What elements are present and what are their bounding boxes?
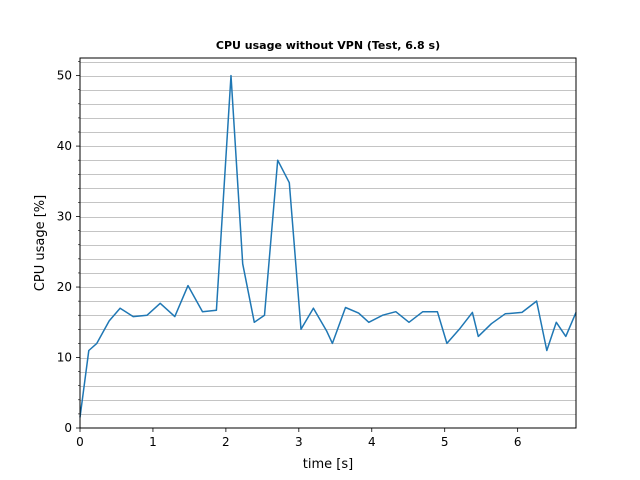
x-tick-label: 2 bbox=[222, 435, 230, 449]
y-tick-label: 30 bbox=[57, 210, 72, 224]
x-tick-label: 5 bbox=[441, 435, 449, 449]
x-tick-label: 6 bbox=[514, 435, 522, 449]
x-tick-label: 3 bbox=[295, 435, 303, 449]
y-tick-label: 40 bbox=[57, 139, 72, 153]
chart-title: CPU usage without VPN (Test, 6.8 s) bbox=[216, 39, 440, 52]
x-tick-label: 4 bbox=[368, 435, 376, 449]
x-tick-label: 0 bbox=[76, 435, 84, 449]
y-tick-label: 50 bbox=[57, 69, 72, 83]
x-axis: 0 1 2 3 4 5 6 bbox=[76, 428, 521, 449]
x-axis-label: time [s] bbox=[303, 457, 353, 472]
plot-frame bbox=[79, 57, 577, 429]
series-line bbox=[79, 74, 577, 418]
y-axis-label: CPU usage [%] bbox=[33, 195, 48, 291]
y-axis: 0 10 20 30 40 50 bbox=[57, 61, 80, 435]
grid-lines bbox=[80, 62, 576, 415]
y-tick-label: 20 bbox=[57, 280, 72, 294]
y-tick-label: 10 bbox=[57, 351, 72, 365]
y-tick-label: 0 bbox=[64, 421, 72, 435]
x-tick-label: 1 bbox=[149, 435, 157, 449]
